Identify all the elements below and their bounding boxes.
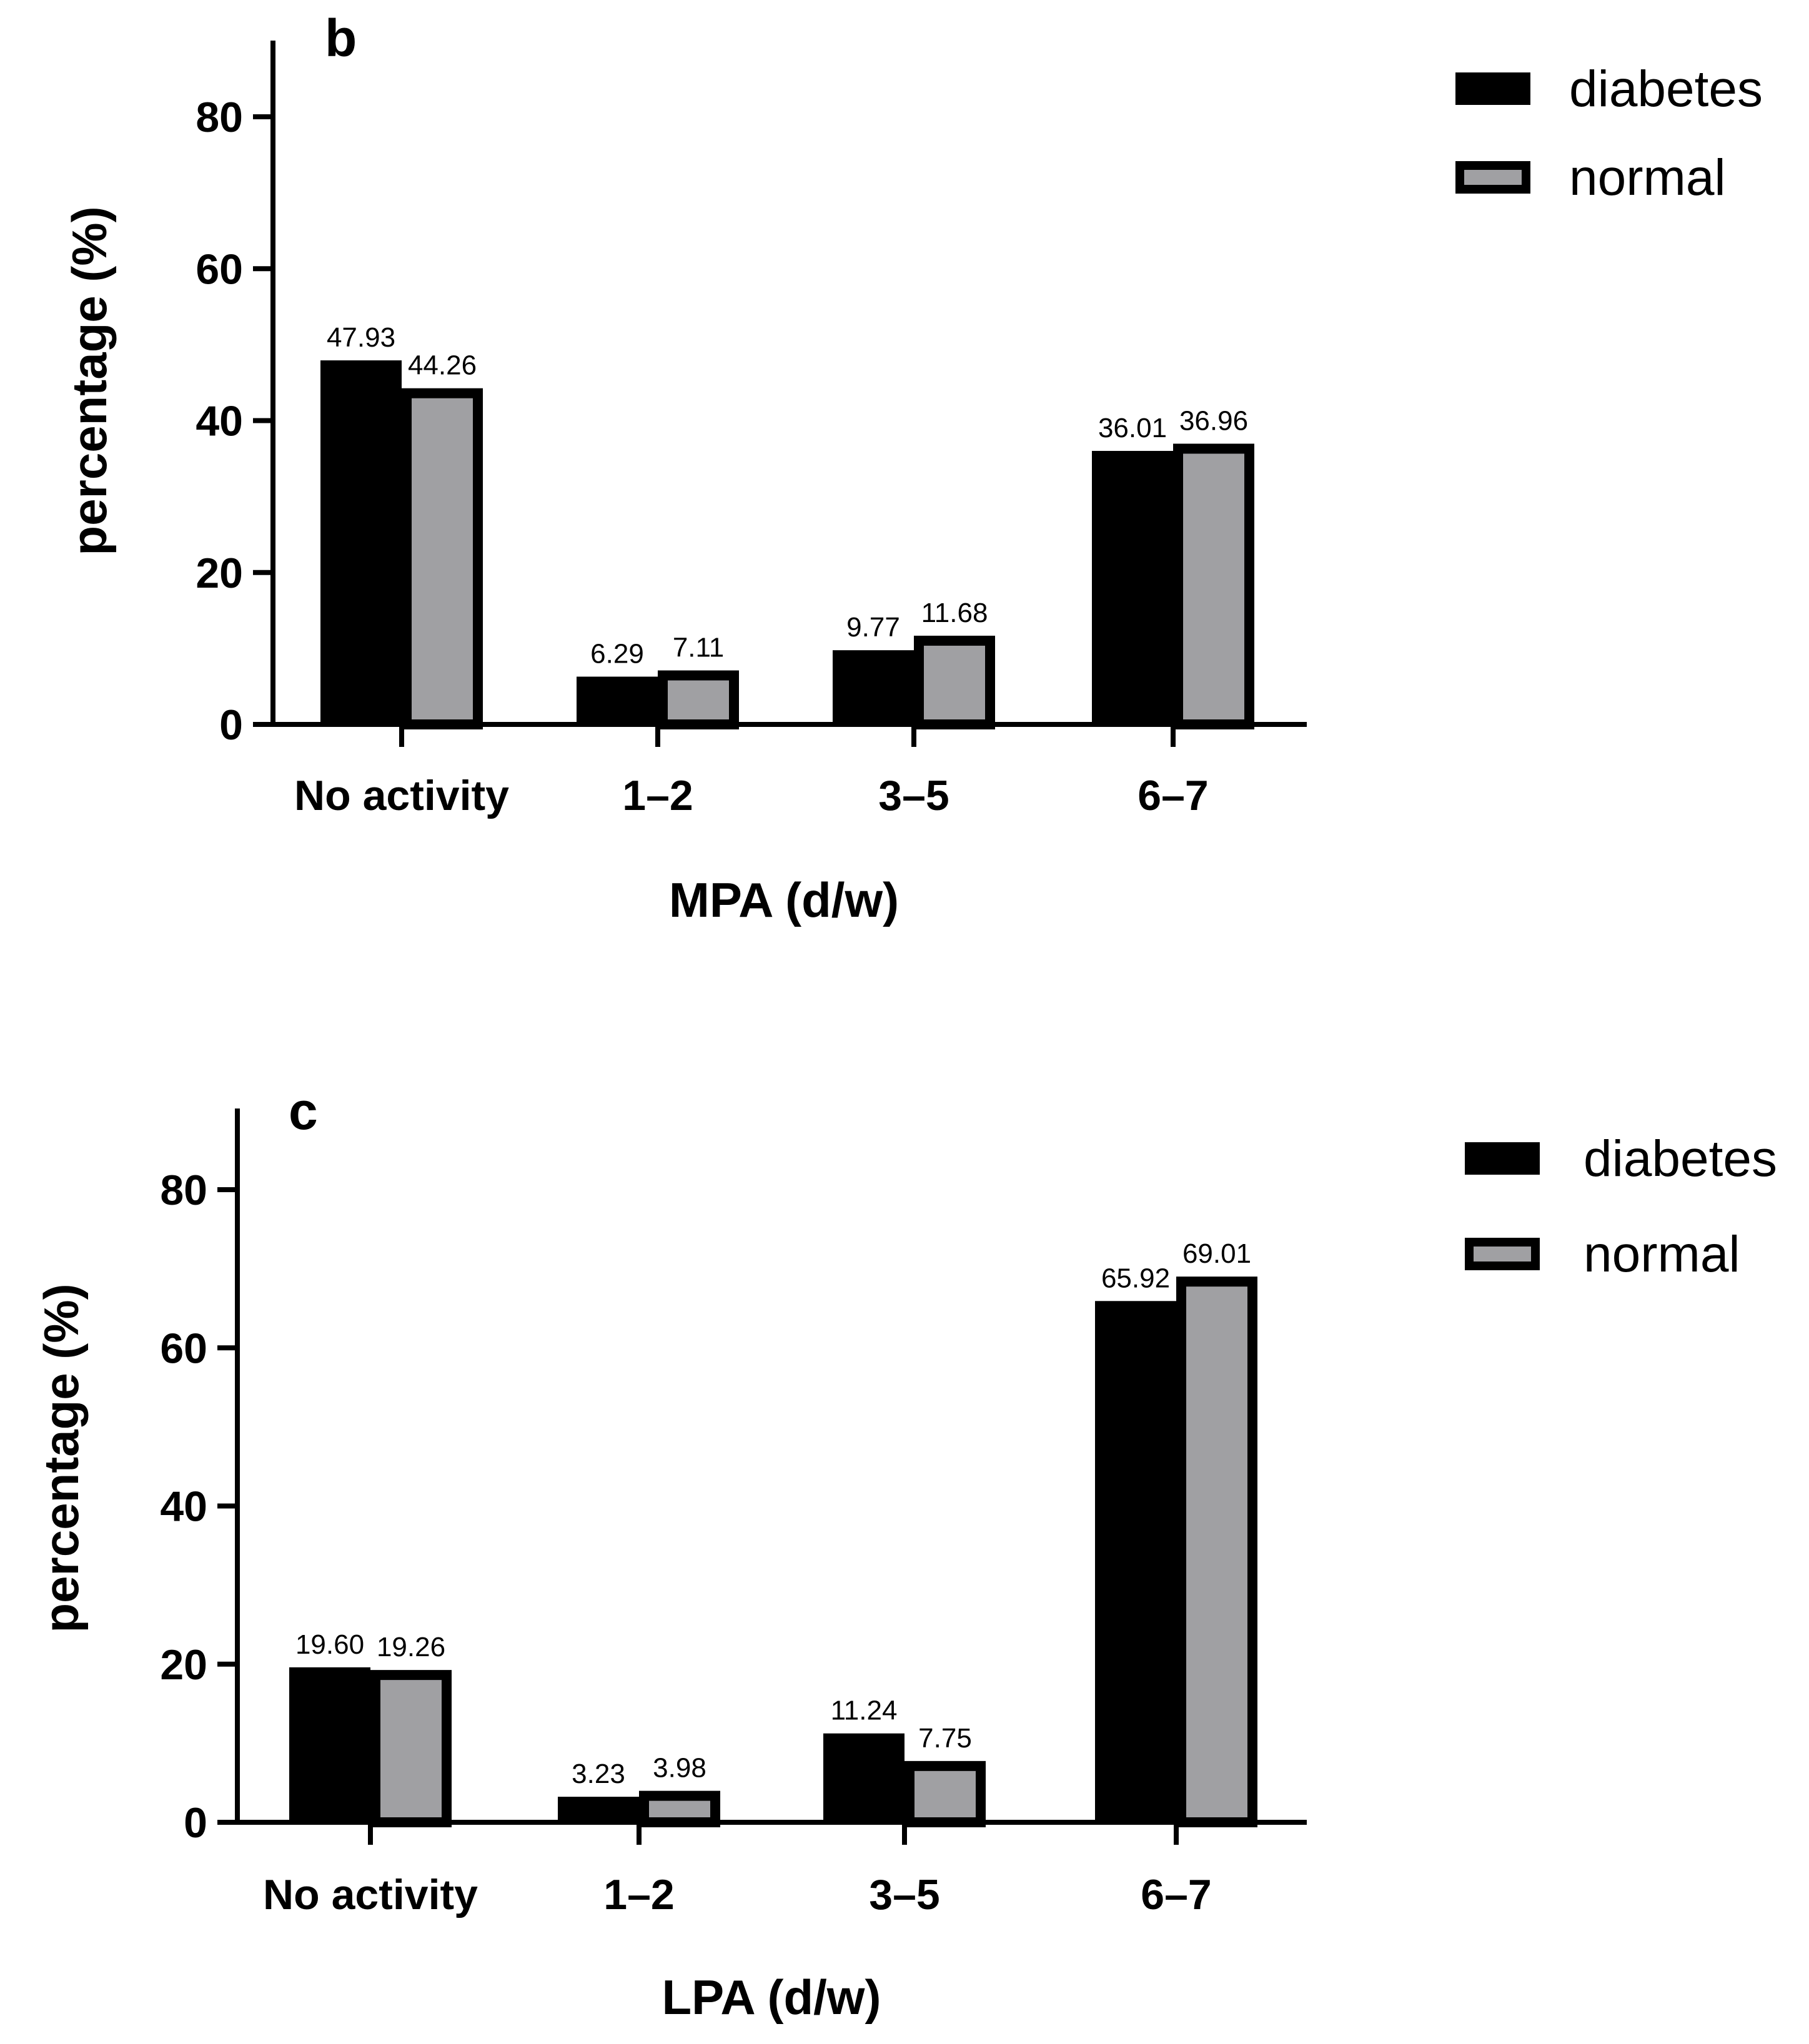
data-label-normal-3: 69.01 [1182, 1238, 1251, 1269]
y-axis-title: percentage (%) [62, 206, 117, 555]
data-label-normal-1: 7.11 [673, 633, 724, 663]
bar-normal-3 [1176, 1276, 1257, 1827]
y-tick-label: 60 [196, 245, 243, 293]
legend-swatch-diabetes [1465, 1142, 1540, 1175]
bar-diabetes-3 [1095, 1301, 1176, 1822]
bar-diabetes-3 [1092, 451, 1173, 724]
bar-normal-0 [370, 1670, 452, 1828]
y-tick-label: 40 [196, 398, 243, 445]
x-tick-label: 3–5 [878, 772, 949, 819]
data-label-diabetes-0: 19.60 [295, 1629, 364, 1660]
x-tick-label: No activity [294, 772, 509, 819]
y-tick-label: 60 [160, 1325, 207, 1372]
y-tick-label: 80 [160, 1167, 207, 1214]
bar-normal-1 [658, 670, 739, 730]
data-label-normal-0: 44.26 [408, 350, 477, 381]
x-tick-label: 1–2 [622, 772, 693, 819]
x-tick-label: No activity [263, 1871, 478, 1918]
data-label-diabetes-2: 11.24 [831, 1696, 898, 1726]
data-label-diabetes-3: 65.92 [1101, 1263, 1170, 1293]
y-tick-label: 40 [160, 1483, 207, 1531]
bar-normal-2 [904, 1760, 986, 1828]
bar-normal-0 [402, 388, 483, 729]
x-tick-label: 1–2 [603, 1871, 674, 1918]
bar-diabetes-0 [320, 360, 402, 724]
data-label-normal-3: 36.96 [1179, 405, 1248, 436]
bar-normal-1 [639, 1790, 720, 1828]
panel-letter: c [289, 1082, 318, 1140]
x-tick-label: 6–7 [1141, 1871, 1211, 1918]
data-label-diabetes-2: 9.77 [846, 612, 900, 643]
y-tick-label: 0 [219, 701, 243, 749]
legend-swatch-normal [1465, 1238, 1540, 1270]
data-label-normal-2: 7.75 [918, 1723, 972, 1754]
panel-letter: b [325, 9, 357, 67]
data-label-diabetes-0: 47.93 [327, 322, 395, 353]
bar-diabetes-0 [289, 1667, 370, 1822]
y-tick-label: 80 [196, 94, 243, 141]
data-label-diabetes-3: 36.01 [1098, 413, 1167, 443]
bar-diabetes-2 [833, 650, 914, 724]
legend-label-diabetes: diabetes [1569, 61, 1763, 117]
y-tick-label: 20 [196, 550, 243, 597]
legend-swatch-diabetes [1455, 72, 1530, 105]
bar-normal-2 [914, 635, 995, 730]
chart-panel-b: b 0 20 40 60 80 percentage (%) 47.93 44.26 No act… [62, 9, 1763, 927]
data-label-normal-2: 11.68 [921, 598, 988, 628]
x-tick-label: 6–7 [1137, 772, 1208, 819]
bar-diabetes-2 [823, 1733, 904, 1822]
bar-normal-3 [1173, 443, 1254, 729]
data-label-normal-1: 3.98 [653, 1753, 706, 1784]
data-label-normal-0: 19.26 [377, 1632, 445, 1662]
legend-swatch-normal [1455, 161, 1530, 194]
y-tick-label: 0 [184, 1799, 207, 1847]
x-axis-title: LPA (d/w) [662, 1970, 881, 2025]
legend-label-normal: normal [1569, 149, 1726, 206]
data-label-diabetes-1: 6.29 [590, 638, 644, 669]
x-tick-label: 3–5 [869, 1871, 939, 1918]
y-tick-label: 20 [160, 1641, 207, 1689]
bar-diabetes-1 [577, 676, 658, 724]
data-label-diabetes-1: 3.23 [572, 1759, 625, 1789]
legend-label-diabetes: diabetes [1583, 1130, 1777, 1187]
y-axis-title: percentage (%) [34, 1283, 89, 1632]
legend-label-normal: normal [1583, 1226, 1740, 1283]
x-axis-title: MPA (d/w) [669, 872, 899, 927]
chart-panel-c: c 0 20 40 60 80 percentage (%) 19.60 19.26 No act… [34, 1082, 1777, 2025]
bar-diabetes-1 [558, 1797, 639, 1822]
